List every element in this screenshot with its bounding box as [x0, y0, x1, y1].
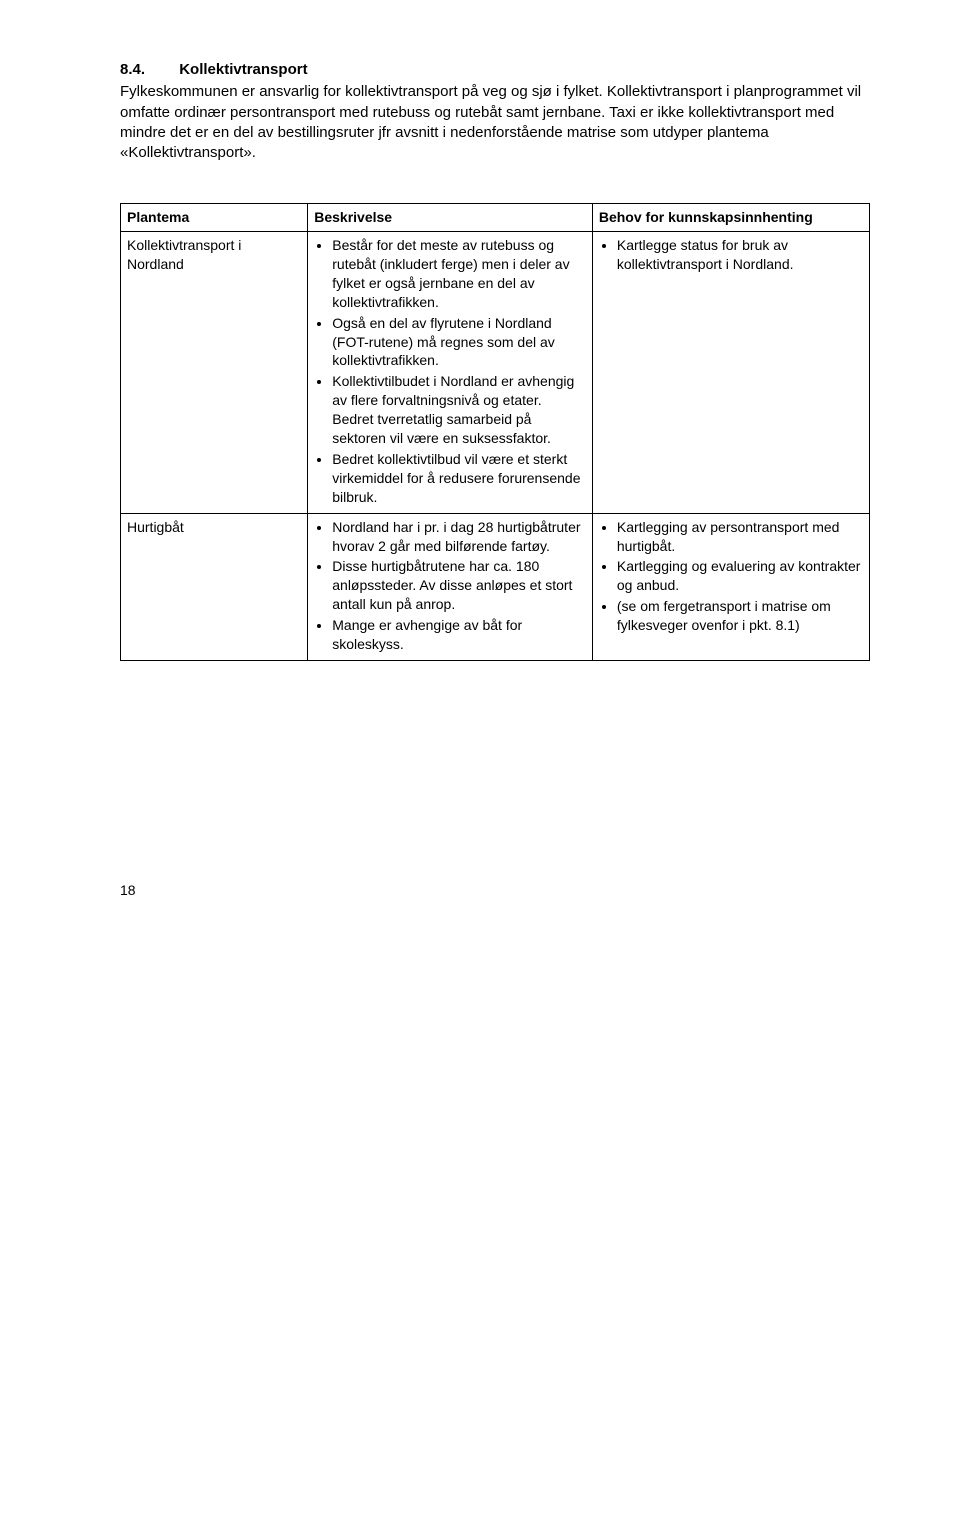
list-item: Også en del av flyrutene i Nordland (FOT…	[332, 314, 586, 371]
cell-beskrivelse: Nordland har i pr. i dag 28 hurtigbåtrut…	[308, 513, 593, 660]
section-heading: 8.4. Kollektivtransport	[120, 60, 870, 80]
intro-paragraph: Fylkeskommunen er ansvarlig for kollekti…	[120, 82, 870, 163]
header-beskrivelse: Beskrivelse	[308, 204, 593, 232]
list-item: Kartlegging og evaluering av kontrakter …	[617, 557, 863, 595]
cell-plantema: Kollektivtransport i Nordland	[121, 232, 308, 513]
table-row: Kollektivtransport i Nordland Består for…	[121, 232, 870, 513]
list-item: Bedret kollektivtilbud vil være et sterk…	[332, 450, 586, 507]
cell-behov: Kartlegging av persontransport med hurti…	[592, 513, 869, 660]
plantema-table: Plantema Beskrivelse Behov for kunnskaps…	[120, 203, 870, 661]
list-item: Nordland har i pr. i dag 28 hurtigbåtrut…	[332, 518, 586, 556]
list-item: Kollektivtilbudet i Nordland er avhengig…	[332, 372, 586, 448]
cell-plantema: Hurtigbåt	[121, 513, 308, 660]
table-row: Hurtigbåt Nordland har i pr. i dag 28 hu…	[121, 513, 870, 660]
list-item: Mange er avhengige av båt for skoleskyss…	[332, 616, 586, 654]
cell-behov: Kartlegge status for bruk av kollektivtr…	[592, 232, 869, 513]
list-item: Disse hurtigbåtrutene har ca. 180 anløps…	[332, 557, 586, 614]
list-item: Kartlegging av persontransport med hurti…	[617, 518, 863, 556]
list-item: Består for det meste av rutebuss og rute…	[332, 236, 586, 312]
table-header-row: Plantema Beskrivelse Behov for kunnskaps…	[121, 204, 870, 232]
header-plantema: Plantema	[121, 204, 308, 232]
list-item: Kartlegge status for bruk av kollektivtr…	[617, 236, 863, 274]
header-behov: Behov for kunnskapsinnhenting	[592, 204, 869, 232]
section-number: 8.4.	[120, 60, 145, 80]
cell-beskrivelse: Består for det meste av rutebuss og rute…	[308, 232, 593, 513]
page-number: 18	[120, 881, 870, 900]
section-title: Kollektivtransport	[179, 61, 307, 78]
list-item: (se om fergetransport i matrise om fylke…	[617, 597, 863, 635]
